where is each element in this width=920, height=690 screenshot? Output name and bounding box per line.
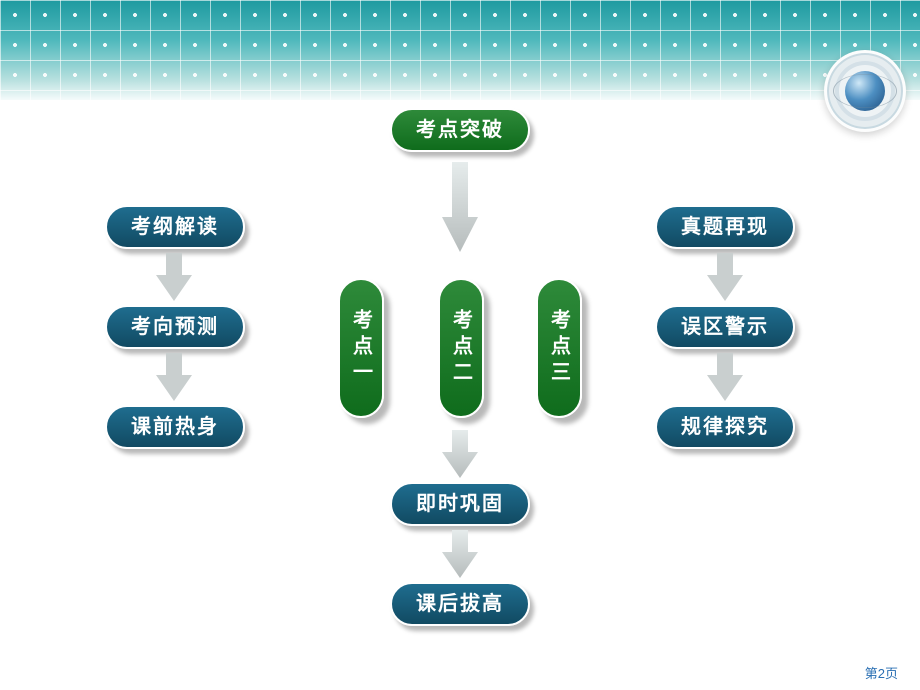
arrow-left-1 — [156, 253, 192, 301]
page-number: 第2页 — [865, 663, 898, 682]
right-pill-3[interactable]: 规律探究 — [655, 405, 795, 449]
branch-1[interactable]: 考点一 — [338, 278, 384, 418]
arrow-center-bottom — [442, 530, 478, 578]
left-pill-1[interactable]: 考纲解读 — [105, 205, 245, 249]
globe-badge — [824, 50, 906, 132]
diagram-content: 考点突破 考点一 考点二 考点三 即时巩固 课后拔高 考纲解读 考向预测 课前热… — [0, 0, 920, 690]
center-bottom2-pill[interactable]: 课后拔高 — [390, 582, 530, 626]
branch-3[interactable]: 考点三 — [536, 278, 582, 418]
arrow-left-2 — [156, 353, 192, 401]
right-pill-1[interactable]: 真题再现 — [655, 205, 795, 249]
left-pill-3[interactable]: 课前热身 — [105, 405, 245, 449]
left-pill-2[interactable]: 考向预测 — [105, 305, 245, 349]
branch-2[interactable]: 考点二 — [438, 278, 484, 418]
right-pill-2[interactable]: 误区警示 — [655, 305, 795, 349]
orbit-ring — [833, 74, 897, 108]
center-top-pill[interactable]: 考点突破 — [390, 108, 530, 152]
arrow-right-2 — [707, 353, 743, 401]
globe-icon — [845, 71, 885, 111]
arrow-right-1 — [707, 253, 743, 301]
arrow-center-top — [442, 162, 478, 252]
arrow-center-mid — [442, 430, 478, 478]
center-bottom1-pill[interactable]: 即时巩固 — [390, 482, 530, 526]
